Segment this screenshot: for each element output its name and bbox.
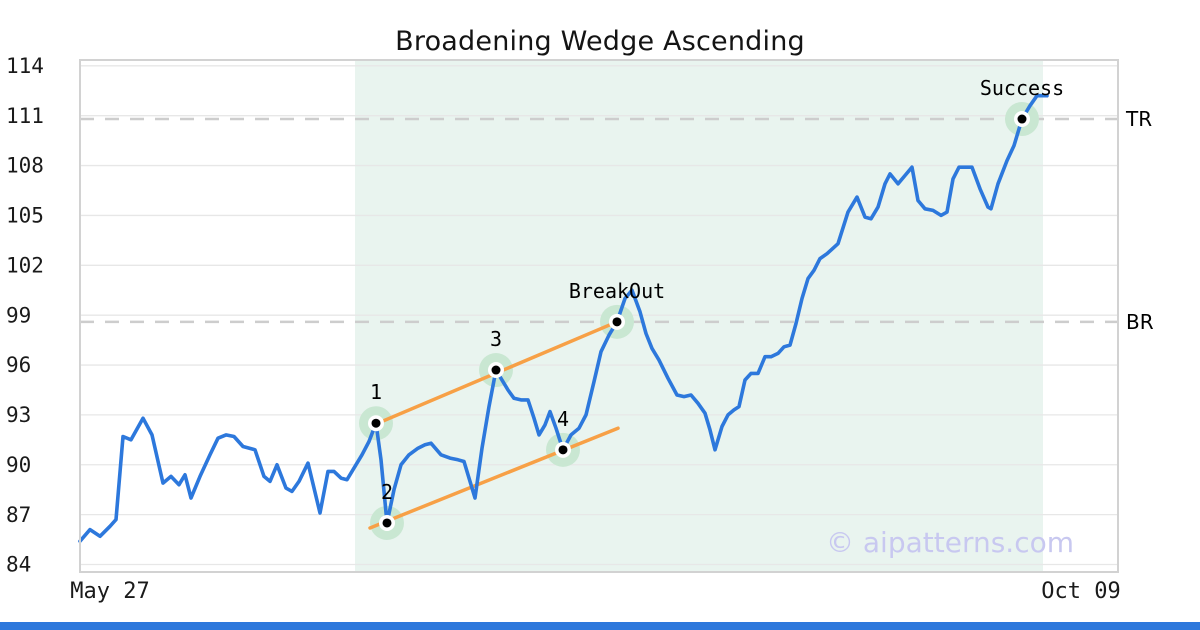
- pattern-point-label-success: Success: [980, 76, 1064, 100]
- x-tick-label: Oct 09: [1041, 579, 1120, 604]
- level-label-tr: TR: [1125, 107, 1152, 131]
- pattern-point-label-breakout: BreakOut: [569, 279, 665, 303]
- pattern-point-dot: [1017, 114, 1027, 124]
- pattern-point-label-3: 3: [490, 327, 502, 351]
- pattern-point-dot: [371, 418, 381, 428]
- pattern-point-dot: [491, 365, 501, 375]
- y-tick-label: 93: [6, 403, 31, 427]
- y-tick-label: 108: [6, 154, 44, 178]
- pattern-point-label-2: 2: [381, 480, 393, 504]
- y-tick-label: 114: [6, 54, 44, 78]
- footer-accent-bar: [0, 622, 1200, 630]
- y-tick-label: 105: [6, 204, 44, 228]
- y-tick-label: 99: [6, 303, 31, 327]
- price-line: [78, 93, 1049, 544]
- pattern-point-dot: [558, 445, 568, 455]
- pattern-point-dot: [382, 518, 392, 528]
- trendline-lower: [368, 426, 620, 530]
- watermark: © aipatterns.com: [826, 526, 1075, 559]
- x-tick-label: May 27: [70, 579, 149, 604]
- pattern-point-dot: [612, 317, 622, 327]
- plot-border: [79, 59, 1119, 573]
- y-tick-label: 84: [6, 553, 31, 577]
- chart-title: Broadening Wedge Ascending: [395, 26, 805, 57]
- pattern-point-label-4: 4: [557, 407, 569, 431]
- pattern-point-label-1: 1: [370, 380, 382, 404]
- level-label-br: BR: [1126, 310, 1154, 334]
- pattern-zone: [355, 60, 1043, 572]
- y-tick-label: 87: [6, 503, 31, 527]
- y-tick-label: 111: [6, 104, 44, 128]
- y-tick-label: 90: [6, 453, 31, 477]
- y-tick-label: 96: [6, 353, 31, 377]
- y-tick-label: 102: [6, 253, 44, 277]
